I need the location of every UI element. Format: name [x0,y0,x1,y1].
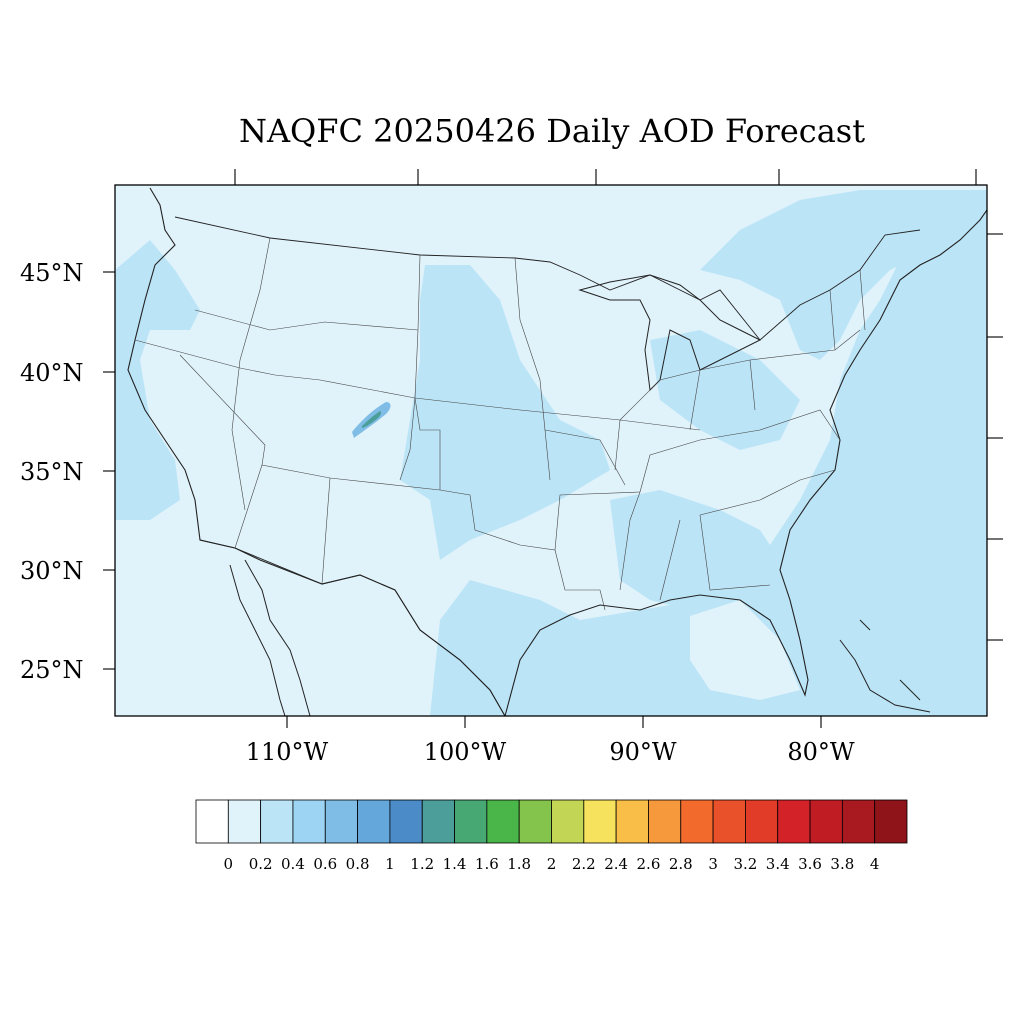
colorbar-level-label: 1.2 [410,855,434,873]
baja-coast [229,559,311,716]
colorbar-swatch [454,799,488,844]
lat-label-45: 45°N [20,259,84,287]
lat-label-35: 35°N [20,458,84,486]
aod-northeast-band [700,190,987,360]
lon-label-90: 90°W [609,738,677,766]
colorbar-swatch [518,799,552,844]
colorbar-swatch [195,799,229,844]
colorbar-level-label: 2.6 [637,855,661,873]
colorbar-swatch [260,799,294,844]
colorbar-swatch [745,799,779,844]
lat-label-40: 40°N [20,359,84,387]
colorbar-swatch [615,799,649,844]
colorbar-level-label: 3.2 [733,855,757,873]
colorbar: 0 0.2 0.4 0.6 0.8 1 1.2 1.4 1.6 1.8 2 2.2 2.4 2.6 2.8 3… [195,799,908,873]
colorbar-swatch [551,799,585,844]
map-frame [114,184,988,717]
lat-label-30: 30°N [20,557,84,585]
colorbar-swatch [583,799,617,844]
colorbar-swatch [777,799,811,844]
colorbar-level-label: 0.4 [281,855,305,873]
map-panel: 45°N 40°N 35°N 30°N 25°N 110°W 100°W 90°… [20,169,1003,766]
colorbar-level-label: 1.8 [507,855,531,873]
lon-label-100: 100°W [424,738,507,766]
map-title: NAQFC 20250426 Daily AOD Forecast [239,112,865,150]
colorbar-swatch [421,799,455,844]
colorbar-swatch [680,799,714,844]
colorbar-level-label: 2.2 [572,855,596,873]
aod-plains [400,265,610,560]
latitude-labels: 45°N 40°N 35°N 30°N 25°N [20,259,84,684]
colorbar-swatch [874,799,908,844]
colorbar-swatch [841,799,876,844]
colorbar-swatch [227,799,262,844]
aod-west-coast [115,240,200,520]
colorbar-level-label: 3.6 [798,855,822,873]
aod-ohio-valley [650,330,800,450]
colorbar-swatch [486,799,520,844]
aod-colorado-plume-core [362,411,382,428]
colorbar-swatch [648,799,682,844]
canada-border [174,216,921,341]
aod-gulf-light-patch [690,600,800,700]
colorbar-level-label: 1.6 [475,855,499,873]
lat-label-25: 25°N [20,656,84,684]
colorbar-level-label: 1.4 [443,855,467,873]
map-ticks [103,169,1003,728]
colorbar-swatch [357,799,391,844]
colorbar-swatch [389,799,423,844]
colorbar-level-label: 2 [547,855,557,873]
aod-gulf [430,580,720,716]
bahamas-cuba [839,619,931,713]
colorbar-level-label: 3 [708,855,718,873]
colorbar-swatch [292,799,326,844]
colorbar-swatch [712,799,746,844]
colorbar-swatch [809,799,843,844]
mexico-border [199,539,506,716]
colorbar-level-label: 1 [385,855,395,873]
lon-label-80: 80°W [787,738,855,766]
colorbar-level-label: 2.4 [604,855,628,873]
lon-label-110: 110°W [246,738,329,766]
colorbar-level-label: 0.8 [346,855,370,873]
longitude-labels: 110°W 100°W 90°W 80°W [246,738,855,766]
colorbar-swatch [324,799,358,844]
colorbar-level-label: 0.6 [313,855,337,873]
colorbar-level-label: 0 [224,855,234,873]
colorbar-level-label: 3.8 [830,855,854,873]
state-boundaries [134,237,866,611]
aod-ocean-east [700,200,987,716]
colorbar-level-label: 2.8 [669,855,693,873]
colorbar-level-label: 0.2 [249,855,273,873]
colorbar-level-label: 3.4 [766,855,790,873]
colorbar-level-label: 4 [870,855,880,873]
aod-southeast [610,490,780,610]
